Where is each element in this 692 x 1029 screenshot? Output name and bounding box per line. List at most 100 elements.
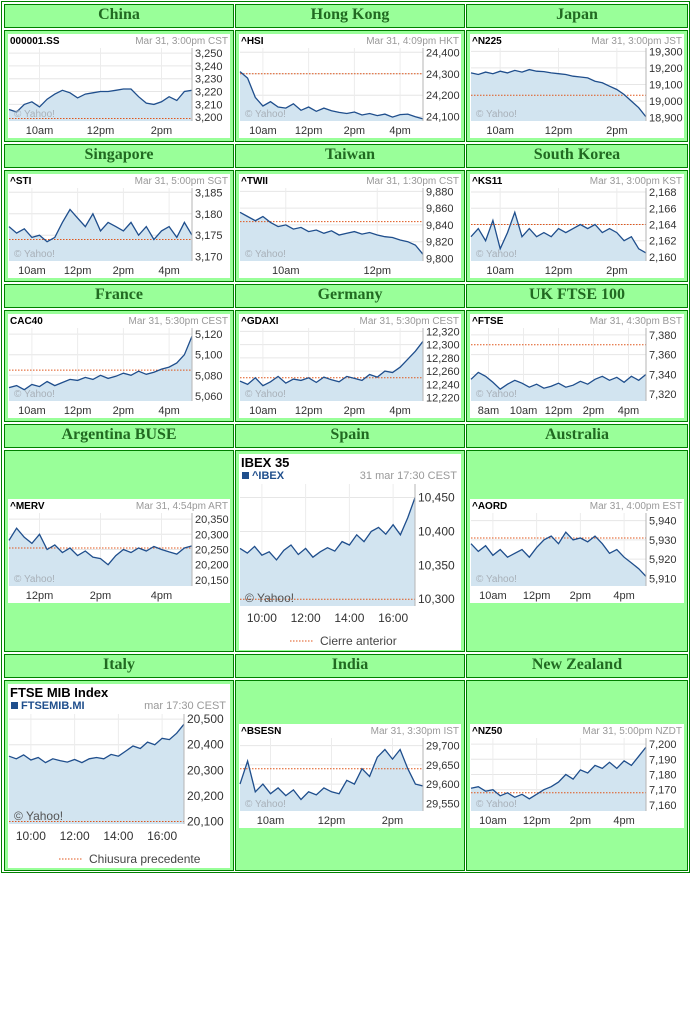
- timestamp-label: Mar 31, 4:30pm BST: [590, 316, 682, 327]
- y-tick-label: 7,360: [649, 350, 677, 362]
- y-tick-label: 29,650: [426, 760, 460, 772]
- symbol-label: ^AORD: [472, 501, 507, 512]
- cell-france: 5,060 5,080 5,100 5,120 10am 12pm 2pm 4pm © Yaho…: [4, 310, 234, 422]
- y-tick-label: 29,550: [426, 798, 460, 810]
- chart-hong-kong: 24,100 24,200 24,300 24,400 10am 12pm 2pm 4pm © …: [239, 34, 461, 138]
- header-germany: Germany: [235, 284, 465, 308]
- x-tick-label: 10am: [272, 265, 300, 277]
- chart-argentina-buse: 20,150 20,200 20,250 20,300 20,350 12pm 2pm 4pm…: [8, 499, 230, 603]
- x-tick-label: 2pm: [90, 590, 111, 602]
- timestamp-label: Mar 31, 5:30pm CEST: [129, 316, 228, 327]
- watermark: © Yahoo!: [245, 249, 286, 260]
- y-tick-label: 24,400: [426, 47, 460, 59]
- series-area: [240, 497, 415, 606]
- cell-singapore: 3,170 3,175 3,180 3,185 10am 12pm 2pm 4pm © Yaho…: [4, 170, 234, 282]
- x-tick-label: 4pm: [158, 405, 179, 417]
- header-singapore: Singapore: [4, 144, 234, 168]
- x-tick-label: 2pm: [570, 815, 591, 827]
- chart-south-korea: 2,160 2,162 2,164 2,166 2,168 10am 12pm 2pm © Ya…: [470, 174, 684, 278]
- series-line: [8, 527, 193, 566]
- series-line: [239, 497, 416, 561]
- series-line: [8, 335, 193, 391]
- x-tick-label: 2pm: [583, 405, 604, 417]
- header-india: India: [235, 654, 465, 678]
- watermark: © Yahoo!: [476, 389, 517, 400]
- y-tick-label: 7,320: [649, 389, 677, 401]
- y-tick-label: 5,910: [649, 573, 677, 585]
- x-tick-label: 2pm: [344, 125, 365, 137]
- timestamp-label: Mar 31, 5:00pm NZDT: [583, 726, 682, 737]
- symbol-label: ^HSI: [241, 36, 264, 47]
- y-tick-label: 2,164: [649, 220, 677, 232]
- x-tick-label: 12pm: [26, 590, 54, 602]
- y-tick-label: 2,160: [649, 252, 677, 264]
- series-line: [239, 748, 424, 801]
- chart-svg-hong-kong: 24,100 24,200 24,300 24,400 10am 12pm 2pm 4pm © …: [239, 36, 460, 137]
- y-tick-label: 3,230: [195, 74, 223, 86]
- x-tick-label: 2pm: [606, 265, 627, 277]
- y-tick-label: 20,150: [195, 575, 229, 587]
- watermark: © Yahoo!: [14, 574, 55, 585]
- cell-argentina-buse: 20,150 20,200 20,250 20,300 20,350 12pm 2pm 4pm…: [4, 450, 234, 652]
- y-tick-label: 12,320: [426, 326, 460, 338]
- cell-hong-kong: 24,100 24,200 24,300 24,400 10am 12pm 2pm 4pm © …: [235, 30, 465, 142]
- x-tick-label: 2pm: [570, 590, 591, 602]
- chart-italy: 20,100 20,200 20,300 20,400 20,500 10:00 12:00…: [8, 684, 230, 868]
- x-tick-label: 14:00: [103, 829, 133, 843]
- x-tick-label: 4pm: [389, 125, 410, 137]
- watermark: © Yahoo!: [476, 109, 517, 120]
- x-tick-label: 12pm: [87, 125, 115, 137]
- y-tick-label: 5,940: [649, 516, 677, 528]
- timestamp-label: Mar 31, 3:00pm KST: [590, 176, 682, 187]
- header-hong-kong: Hong Kong: [235, 4, 465, 28]
- x-tick-label: 10am: [249, 405, 277, 417]
- watermark: © Yahoo!: [245, 389, 286, 400]
- chart-singapore: 3,170 3,175 3,180 3,185 10am 12pm 2pm 4pm © Yaho…: [8, 174, 230, 278]
- chart-svg-spain: 10,300 10,350 10,400 10,450 10:00 12:00 14:00 1…: [239, 455, 457, 648]
- series-line: [8, 208, 193, 243]
- y-tick-label: 10,400: [418, 524, 455, 538]
- y-tick-label: 2,162: [649, 236, 677, 248]
- y-tick-label: 20,300: [187, 763, 224, 777]
- y-tick-label: 5,930: [649, 535, 677, 547]
- header-taiwan: Taiwan: [235, 144, 465, 168]
- cell-south-korea: 2,160 2,162 2,164 2,166 2,168 10am 12pm 2pm © Ya…: [466, 170, 688, 282]
- y-tick-label: 12,220: [426, 393, 460, 405]
- y-tick-label: 24,100: [426, 112, 460, 124]
- y-tick-label: 7,190: [649, 754, 677, 766]
- y-tick-label: 12,280: [426, 353, 460, 365]
- x-tick-label: 4pm: [613, 590, 634, 602]
- y-tick-label: 12,260: [426, 366, 460, 378]
- chart-svg-france: 5,060 5,080 5,100 5,120 10am 12pm 2pm 4pm © Yaho…: [8, 316, 228, 417]
- y-tick-label: 12,300: [426, 340, 460, 352]
- symbol-label: ^TWII: [241, 176, 268, 187]
- header-australia: Australia: [466, 424, 688, 448]
- header-italy: Italy: [4, 654, 234, 678]
- series-area: [9, 528, 192, 586]
- series-line: [239, 211, 424, 255]
- chart-taiwan: 9,800 9,820 9,840 9,860 9,880 10am 12pm © Yahoo…: [239, 174, 461, 278]
- y-tick-label: 2,168: [649, 187, 677, 199]
- series-swatch: [11, 702, 18, 709]
- symbol-label: ^IBEX: [252, 470, 285, 482]
- header-argentina-buse: Argentina BUSE: [4, 424, 234, 448]
- timestamp-label: Mar 31, 4:00pm EST: [590, 501, 682, 512]
- cell-spain: 10,300 10,350 10,400 10,450 10:00 12:00 14:00 1…: [235, 450, 465, 652]
- y-tick-label: 20,300: [195, 529, 229, 541]
- x-tick-label: 12pm: [363, 265, 391, 277]
- chart-svg-uk-ftse-100: 7,320 7,340 7,360 7,380 8am 10am 12pm 2pm 4pm © Y…: [470, 316, 682, 417]
- legend-label: Cierre anterior: [320, 634, 397, 648]
- y-tick-label: 9,840: [426, 220, 454, 232]
- y-tick-label: 20,350: [195, 514, 229, 526]
- timestamp-label: Mar 31, 4:09pm HKT: [366, 36, 459, 47]
- y-tick-label: 12,240: [426, 379, 460, 391]
- symbol-label: ^N225: [472, 36, 502, 47]
- cell-italy: 20,100 20,200 20,300 20,400 20,500 10:00 12:00…: [4, 680, 234, 871]
- x-tick-label: 2pm: [113, 265, 134, 277]
- cell-australia: 5,910 5,920 5,930 5,940 10am 12pm 2pm 4pm © Yaho…: [466, 450, 688, 652]
- chart-svg-taiwan: 9,800 9,820 9,840 9,860 9,880 10am 12pm © Yahoo…: [239, 176, 459, 277]
- chart-svg-argentina-buse: 20,150 20,200 20,250 20,300 20,350 12pm 2pm 4pm…: [8, 501, 229, 602]
- series-area: [240, 212, 423, 261]
- series-line: [8, 88, 193, 113]
